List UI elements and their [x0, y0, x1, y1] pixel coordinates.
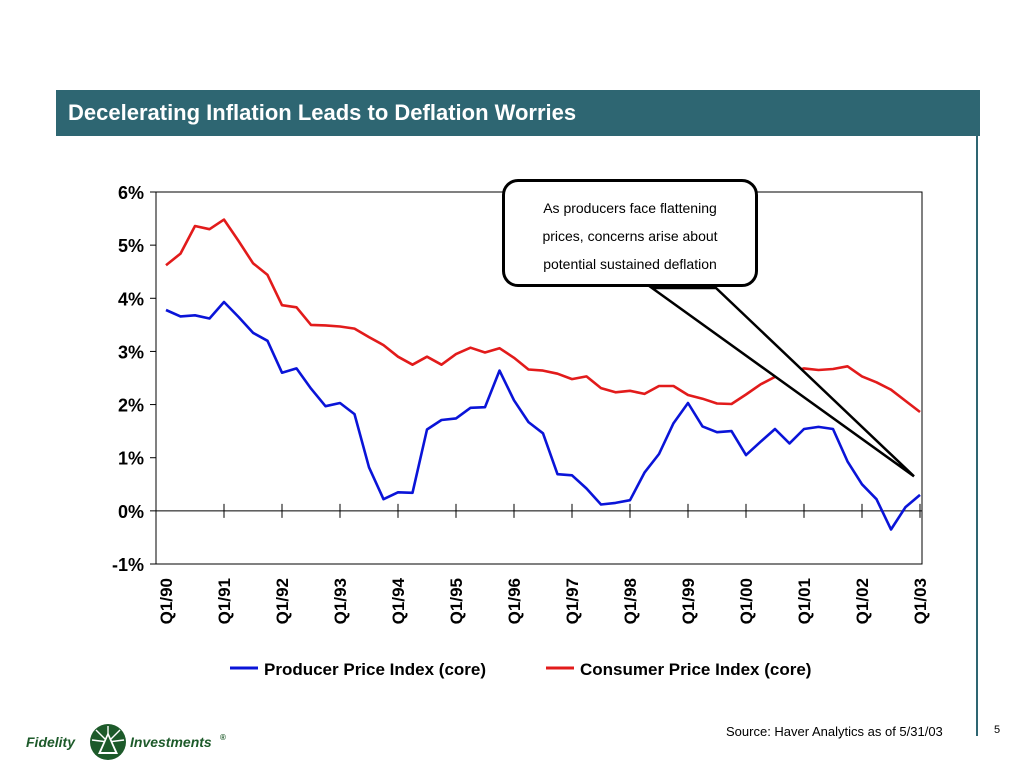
- page-number: 5: [994, 724, 1001, 736]
- y-tick-label: 5%: [118, 236, 144, 256]
- x-tick-label: Q1/94: [389, 577, 408, 624]
- fidelity-logo: Fidelity Investments ®: [26, 722, 236, 762]
- callout-pointer: [648, 286, 915, 478]
- legend: Producer Price Index (core) Consumer Pric…: [230, 660, 811, 679]
- x-axis-ticks: Q1/90 Q1/91 Q1/92 Q1/93 Q1/94 Q1/95 Q1/96 Q1/97…: [157, 503, 930, 624]
- x-tick-label: Q1/91: [215, 578, 234, 624]
- x-tick-label: Q1/95: [447, 578, 466, 624]
- y-tick-label: 3%: [118, 342, 144, 362]
- callout-line-2: prices, concerns arise about: [542, 228, 718, 244]
- callout-line-3: potential sustained deflation: [543, 256, 717, 272]
- x-tick-label: Q1/01: [795, 578, 814, 624]
- x-tick-label: Q1/92: [273, 578, 292, 624]
- x-tick-label: Q1/96: [505, 578, 524, 624]
- legend-label: Producer Price Index (core): [264, 660, 486, 679]
- x-tick-label: Q1/97: [563, 578, 582, 624]
- logo-text-left: Fidelity: [26, 734, 76, 750]
- y-tick-label: 6%: [118, 183, 144, 203]
- registered-mark: ®: [220, 733, 226, 742]
- series-line-ppi: [165, 300, 921, 531]
- y-tick-label: 1%: [118, 449, 144, 469]
- source-note: Source: Haver Analytics as of 5/31/03: [726, 724, 943, 739]
- x-tick-label: Q1/02: [853, 578, 872, 624]
- pyramid-icon: [90, 724, 126, 760]
- y-axis-ticks: -1% 0% 1% 2% 3% 4% 5% 6%: [112, 183, 156, 575]
- page-title: Decelerating Inflation Leads to Deflatio…: [68, 100, 577, 125]
- callout-tail: [648, 286, 915, 478]
- callout-line-1: As producers face flattening: [543, 200, 717, 216]
- y-tick-label: -1%: [112, 555, 144, 575]
- y-tick-label: 4%: [118, 289, 144, 309]
- x-tick-label: Q1/93: [331, 578, 350, 624]
- x-tick-label: Q1/90: [157, 578, 176, 624]
- x-tick-label: Q1/03: [911, 578, 930, 624]
- y-tick-label: 0%: [118, 502, 144, 522]
- x-tick-label: Q1/00: [737, 578, 756, 624]
- callout-box: As producers face flattening prices, con…: [502, 179, 758, 287]
- right-divider: [976, 136, 978, 736]
- y-tick-label: 2%: [118, 396, 144, 416]
- title-bar: Decelerating Inflation Leads to Deflatio…: [56, 90, 980, 136]
- x-tick-label: Q1/98: [621, 578, 640, 624]
- legend-label: Consumer Price Index (core): [580, 660, 811, 679]
- logo-text-right: Investments: [130, 734, 212, 750]
- x-tick-label: Q1/99: [679, 578, 698, 624]
